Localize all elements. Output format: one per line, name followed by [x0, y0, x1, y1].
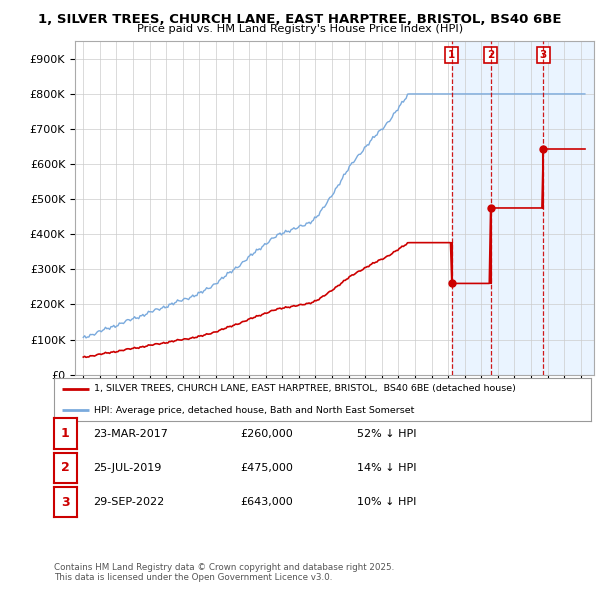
Text: Contains HM Land Registry data © Crown copyright and database right 2025.
This d: Contains HM Land Registry data © Crown c… — [54, 563, 394, 582]
Text: £475,000: £475,000 — [240, 463, 293, 473]
Text: 1: 1 — [61, 427, 70, 440]
Bar — [452, 41, 594, 375]
Text: HPI: Average price, detached house, Bath and North East Somerset: HPI: Average price, detached house, Bath… — [94, 405, 415, 415]
Text: 2: 2 — [487, 50, 494, 60]
Text: 3: 3 — [61, 496, 70, 509]
Text: Price paid vs. HM Land Registry's House Price Index (HPI): Price paid vs. HM Land Registry's House … — [137, 24, 463, 34]
Text: 29-SEP-2022: 29-SEP-2022 — [93, 497, 164, 507]
Text: 25-JUL-2019: 25-JUL-2019 — [93, 463, 161, 473]
Text: £643,000: £643,000 — [240, 497, 293, 507]
Text: 1: 1 — [448, 50, 455, 60]
Text: 52% ↓ HPI: 52% ↓ HPI — [357, 429, 416, 438]
Text: 3: 3 — [540, 50, 547, 60]
Text: 23-MAR-2017: 23-MAR-2017 — [93, 429, 168, 438]
Text: 2: 2 — [61, 461, 70, 474]
Text: 1, SILVER TREES, CHURCH LANE, EAST HARPTREE, BRISTOL, BS40 6BE: 1, SILVER TREES, CHURCH LANE, EAST HARPT… — [38, 13, 562, 26]
Text: 1, SILVER TREES, CHURCH LANE, EAST HARPTREE, BRISTOL,  BS40 6BE (detached house): 1, SILVER TREES, CHURCH LANE, EAST HARPT… — [94, 384, 516, 394]
Text: 14% ↓ HPI: 14% ↓ HPI — [357, 463, 416, 473]
Text: £260,000: £260,000 — [240, 429, 293, 438]
Text: 10% ↓ HPI: 10% ↓ HPI — [357, 497, 416, 507]
